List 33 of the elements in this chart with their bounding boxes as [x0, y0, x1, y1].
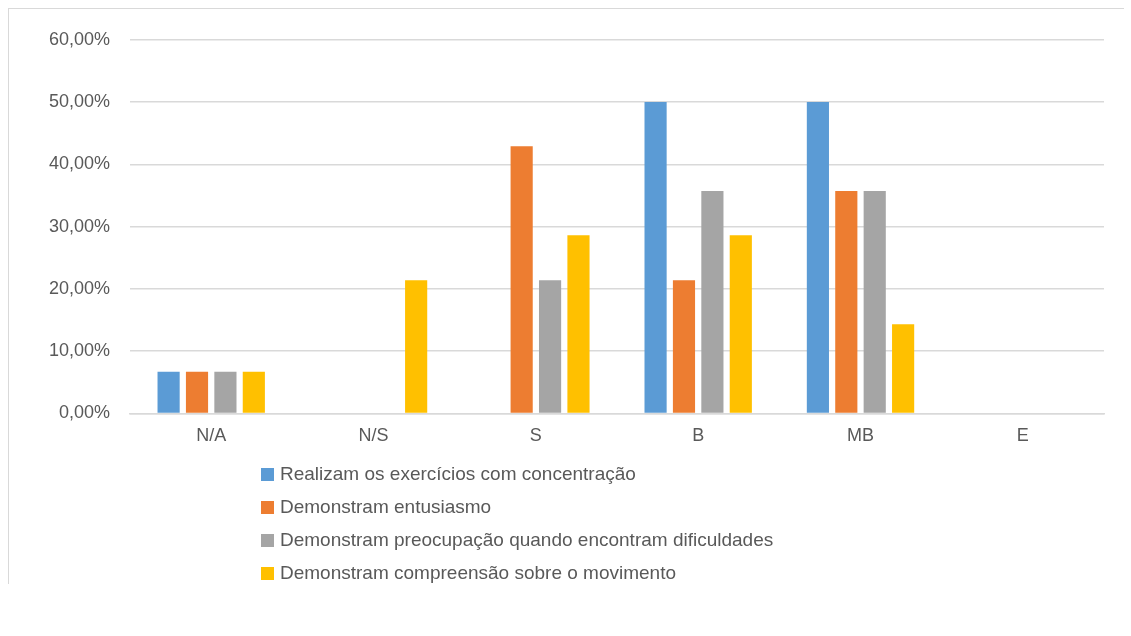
bar — [242, 371, 265, 413]
bar — [538, 280, 562, 413]
y-tick-label: 20,00% — [48, 277, 111, 298]
bar — [510, 146, 533, 413]
x-tick-label: MB — [847, 425, 875, 446]
bar — [701, 191, 724, 413]
bar — [835, 191, 858, 413]
x-tick-label: N/S — [358, 425, 389, 446]
y-tick-label: 40,00% — [48, 153, 111, 174]
bar — [214, 371, 237, 413]
legend-label: Demonstram preocupação quando encontram dificuldades — [280, 529, 774, 551]
bar — [644, 102, 667, 413]
y-tick-label: 50,00% — [48, 91, 111, 112]
y-tick-label: 0,00% — [59, 402, 111, 423]
bar — [863, 191, 886, 413]
bar — [157, 371, 180, 413]
x-tick-label: B — [692, 425, 705, 446]
y-tick-label: 30,00% — [48, 215, 111, 236]
bar — [729, 235, 752, 413]
bar — [185, 371, 209, 413]
bar — [806, 102, 829, 413]
legend-label: Demonstram compreensão sobre o movimento — [280, 562, 677, 584]
x-tick-label: N/A — [196, 425, 227, 446]
x-tick-label: S — [529, 425, 542, 446]
bar — [405, 280, 428, 413]
x-tick-label: E — [1016, 425, 1029, 446]
bar — [672, 280, 696, 413]
y-tick-label: 10,00% — [48, 340, 111, 361]
legend-label: Realizam os exercícios com concentração — [280, 463, 636, 485]
legend-label: Demonstram entusiasmo — [280, 496, 492, 518]
y-tick-label: 60,00% — [48, 28, 111, 49]
bar — [892, 324, 915, 413]
bar — [567, 235, 590, 413]
